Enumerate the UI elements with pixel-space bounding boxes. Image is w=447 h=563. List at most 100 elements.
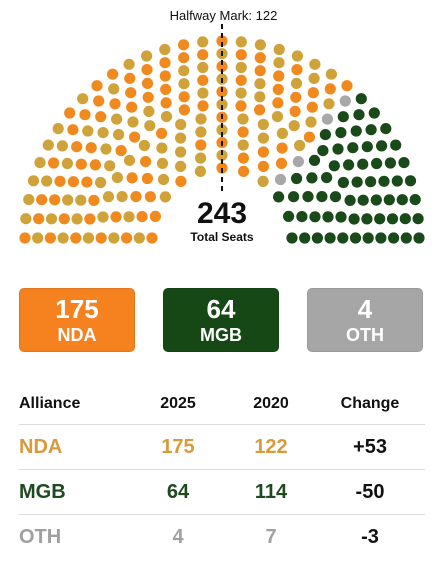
seat-dot-nda [138,139,150,152]
seat-dot-nda [67,124,79,136]
seat-dot-mgb [308,154,321,166]
total-seats: 243 Total Seats [172,198,272,245]
seat-dot-nda [95,232,107,244]
seat-dot-mgb [335,211,347,223]
seat-dot-nda [175,118,187,131]
seat-dot-mgb [370,194,382,206]
seat-dot-nda [107,68,119,80]
seat-dot-nda [197,87,209,99]
seat-dot-nda [178,91,190,103]
seat-dot-nda [108,83,120,95]
seat-dot-nda [79,109,91,121]
seat-dot-nda [56,140,68,152]
seat-dot-mgb [349,232,362,244]
alliance-cards: 175 NDA 64 MGB 4 OTH [19,288,427,353]
seat-dot-mgb [348,213,360,225]
seat-dot-nda [123,154,136,166]
seat-dot-mgb [335,127,347,139]
seat-dot-nda [254,78,266,90]
seat-dot-mgb [273,191,285,203]
seat-dot-mgb [361,213,373,225]
seat-dot-nda [273,70,285,82]
seat-dot-nda [235,100,247,112]
seat-dot-nda [100,143,112,155]
seat-dot-nda [197,74,209,86]
seat-dot-nda [272,83,284,95]
seat-dot-mgb [384,157,396,169]
seat-dot-nda [341,80,353,92]
seat-dot-nda [62,194,74,206]
seat-dot-nda [324,83,336,95]
seat-dot-nda [115,145,127,157]
seat-dot-mgb [347,142,359,154]
seat-dot-nda [23,194,35,206]
seat-dot-nda [216,98,228,111]
row-nda-2020: 122 [227,424,315,470]
seat-dot-nda [49,194,61,206]
seat-dot-nda [288,120,300,132]
seat-dot-nda [127,116,139,128]
seat-dot-nda [110,211,122,223]
seat-dot-nda [104,160,116,172]
seat-dot-nda [175,175,187,187]
seat-dot-nda [130,191,142,203]
seat-dot-nda [156,127,168,139]
row-mgb-2020: 114 [227,469,315,515]
seat-dot-nda [113,129,125,141]
seat-dot-nda [140,156,152,168]
seat-dot-nda [61,157,73,170]
card-oth-name: OTH [346,325,384,345]
seat-dot-mgb [329,191,342,203]
seat-dot-nda [156,142,168,154]
seat-dot-mgb [291,172,303,185]
seat-dot-nda [197,49,209,61]
row-mgb-change: -50 [315,469,425,515]
seat-dot-mgb [380,123,392,135]
seat-dot-nda [237,152,249,164]
seat-dot-nda [276,127,288,139]
seat-dot-mgb [396,194,408,206]
seat-dot-mgb [299,232,311,244]
row-nda-change: +53 [315,424,425,470]
seat-dot-mgb [362,232,374,244]
seat-dot-nda [238,165,250,177]
seat-dot-nda [194,165,206,177]
seat-dot-nda [257,132,269,144]
seat-dot-mgb [361,141,373,153]
seat-dot-nda [235,74,247,86]
seat-dot-nda [133,232,145,244]
seat-dot-mgb [404,175,417,187]
seat-dot-nda [141,64,153,76]
seat-dot-nda [156,157,169,169]
seat-dot-mgb [390,139,402,151]
seat-dot-nda [159,57,171,69]
seat-dot-nda [323,98,335,110]
seat-dot-nda [93,95,105,107]
card-nda-name: NDA [57,325,97,345]
seat-dot-mgb [337,111,349,123]
seat-dot-mgb [375,232,387,244]
seat-dot-nda [257,118,269,131]
seat-dot-nda [271,111,284,123]
seat-dot-mgb [309,211,321,223]
seat-dot-nda [303,131,315,143]
seat-dot-mgb [399,213,411,225]
seat-dot-mgb [306,172,318,184]
seat-dot-nda [254,39,266,51]
seat-dot-mgb [283,210,295,222]
seat-dot-nda [235,87,247,99]
seat-dot-mgb [388,232,400,244]
seat-dot-nda [235,61,247,74]
seat-dot-nda [178,39,190,51]
seat-dot-mgb [383,194,395,206]
seat-dot-nda [276,142,288,154]
row-oth-change: -3 [361,525,379,548]
seat-dot-nda [144,120,156,132]
seat-dot-nda [75,194,87,206]
seat-dot-nda [82,125,94,137]
seat-dot-nda [178,104,190,116]
seat-dot-mgb [319,129,331,141]
seat-dot-nda [20,213,32,225]
seat-dot-nda [89,159,101,171]
seat-dot-nda [273,43,285,56]
